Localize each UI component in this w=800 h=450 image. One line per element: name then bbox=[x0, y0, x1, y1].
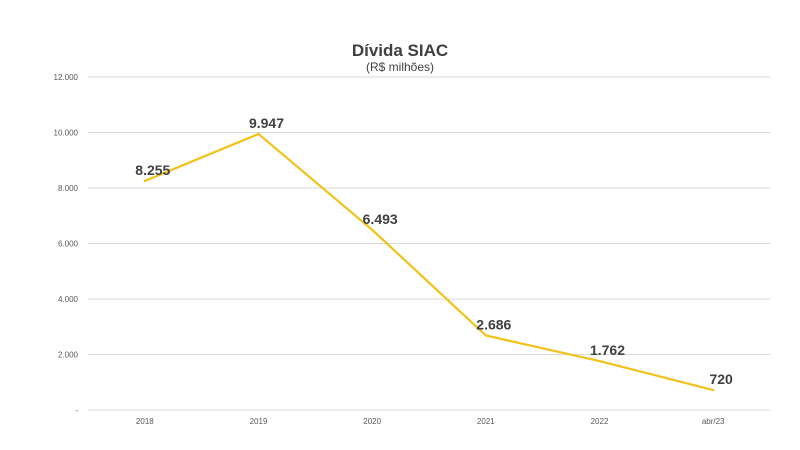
data-point bbox=[598, 360, 601, 363]
series-line bbox=[143, 132, 715, 392]
data-point bbox=[371, 228, 374, 231]
y-tick-label: 8.000 bbox=[58, 184, 79, 193]
y-tick-label: 2.000 bbox=[58, 351, 79, 360]
y-tick-label: - bbox=[75, 406, 78, 415]
x-tick-label: 2022 bbox=[591, 417, 609, 426]
y-tick-label: 12.000 bbox=[54, 73, 79, 82]
data-point bbox=[257, 132, 260, 136]
data-point bbox=[712, 388, 715, 392]
x-tick-label: 2021 bbox=[477, 417, 495, 426]
data-label: 6.493 bbox=[363, 211, 398, 227]
y-tick-label: 10.000 bbox=[54, 129, 79, 138]
y-tick-label: 6.000 bbox=[58, 240, 79, 249]
data-label: 1.762 bbox=[590, 342, 625, 358]
data-point bbox=[484, 334, 487, 337]
data-label: 8.255 bbox=[135, 162, 170, 178]
x-tick-label: 2020 bbox=[363, 417, 381, 426]
data-label: 2.686 bbox=[476, 316, 511, 332]
data-point bbox=[143, 179, 146, 183]
chart-title: Dívida SIAC bbox=[351, 41, 449, 60]
chart-subtitle: (R$ milhões) bbox=[365, 60, 434, 74]
x-tick-label: 2018 bbox=[136, 417, 154, 426]
data-label: 9.947 bbox=[249, 115, 284, 131]
y-tick-label: 4.000 bbox=[58, 295, 79, 304]
x-tick-label: 2019 bbox=[250, 417, 268, 426]
x-tick-label: abr/23 bbox=[702, 417, 725, 426]
data-label: 720 bbox=[709, 371, 733, 387]
